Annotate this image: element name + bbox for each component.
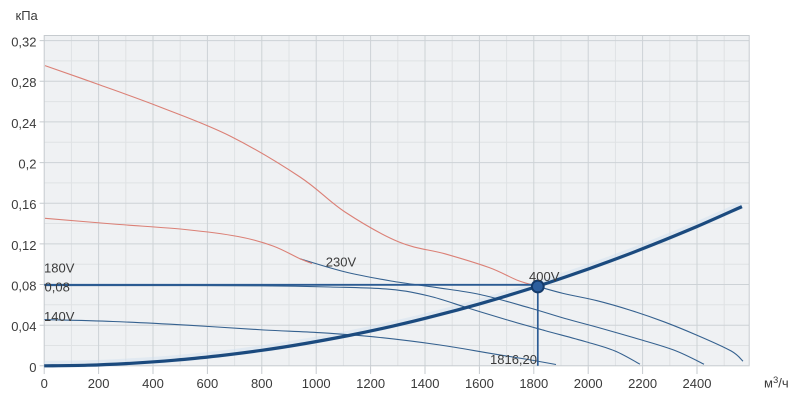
svg-text:0,32: 0,32 — [11, 35, 36, 50]
svg-text:0,24: 0,24 — [11, 116, 36, 131]
svg-text:0,08: 0,08 — [11, 279, 36, 294]
svg-text:0,2: 0,2 — [18, 157, 36, 172]
svg-text:180V: 180V — [44, 261, 75, 276]
svg-text:м3/ч: м3/ч — [764, 375, 789, 391]
svg-text:1400: 1400 — [411, 376, 440, 391]
svg-text:кПа: кПа — [16, 8, 39, 23]
svg-text:600: 600 — [197, 376, 219, 391]
svg-text:400V: 400V — [529, 269, 560, 284]
svg-text:1200: 1200 — [356, 376, 385, 391]
svg-text:2000: 2000 — [574, 376, 603, 391]
svg-text:0,12: 0,12 — [11, 238, 36, 253]
svg-text:0: 0 — [29, 360, 36, 375]
svg-text:1816,20: 1816,20 — [490, 352, 537, 367]
svg-text:2200: 2200 — [628, 376, 657, 391]
svg-text:1000: 1000 — [302, 376, 331, 391]
svg-text:0,04: 0,04 — [11, 319, 36, 334]
svg-text:230V: 230V — [326, 255, 357, 270]
svg-text:200: 200 — [88, 376, 110, 391]
svg-text:1600: 1600 — [465, 376, 494, 391]
svg-text:2400: 2400 — [683, 376, 712, 391]
svg-text:1800: 1800 — [519, 376, 548, 391]
svg-text:400: 400 — [142, 376, 164, 391]
svg-text:0: 0 — [41, 376, 48, 391]
svg-text:0,08: 0,08 — [45, 280, 70, 295]
svg-text:0,16: 0,16 — [11, 197, 36, 212]
svg-text:800: 800 — [251, 376, 273, 391]
svg-text:140V: 140V — [44, 309, 75, 324]
svg-text:0,28: 0,28 — [11, 75, 36, 90]
